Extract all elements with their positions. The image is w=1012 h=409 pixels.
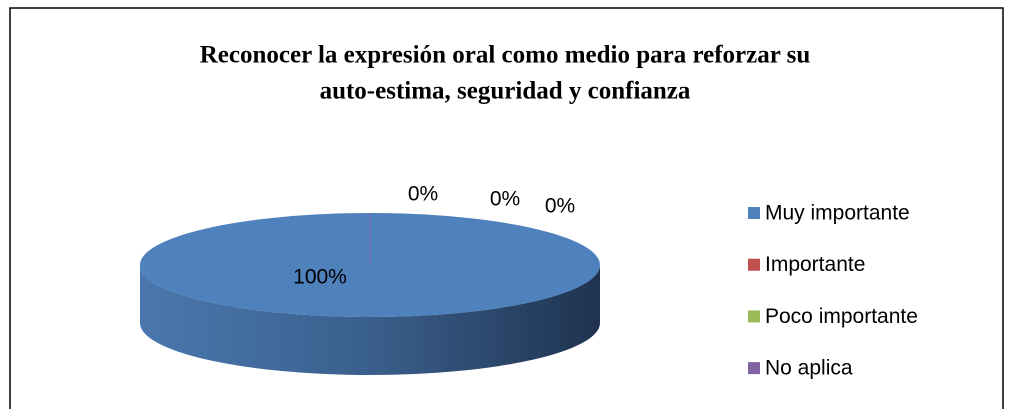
legend-swatch xyxy=(748,310,760,323)
legend-label: No aplica xyxy=(765,357,853,380)
legend-label: Poco importante xyxy=(765,305,918,328)
chart-frame xyxy=(9,7,1004,409)
pie-side xyxy=(140,265,600,375)
data-label: 0% xyxy=(408,183,438,206)
legend-swatch xyxy=(748,362,760,375)
legend-swatch xyxy=(748,258,760,271)
legend-label: Muy importante xyxy=(765,202,910,225)
data-label: 0% xyxy=(545,195,575,218)
chart-title: Reconocer la expresión oral como medio p… xyxy=(200,42,811,69)
data-label: 0% xyxy=(490,188,520,211)
chart-title: auto-estima, seguridad y confianza xyxy=(320,78,691,105)
data-label: 100% xyxy=(293,266,347,289)
legend-swatch xyxy=(748,207,760,219)
legend-label: Importante xyxy=(765,253,865,276)
